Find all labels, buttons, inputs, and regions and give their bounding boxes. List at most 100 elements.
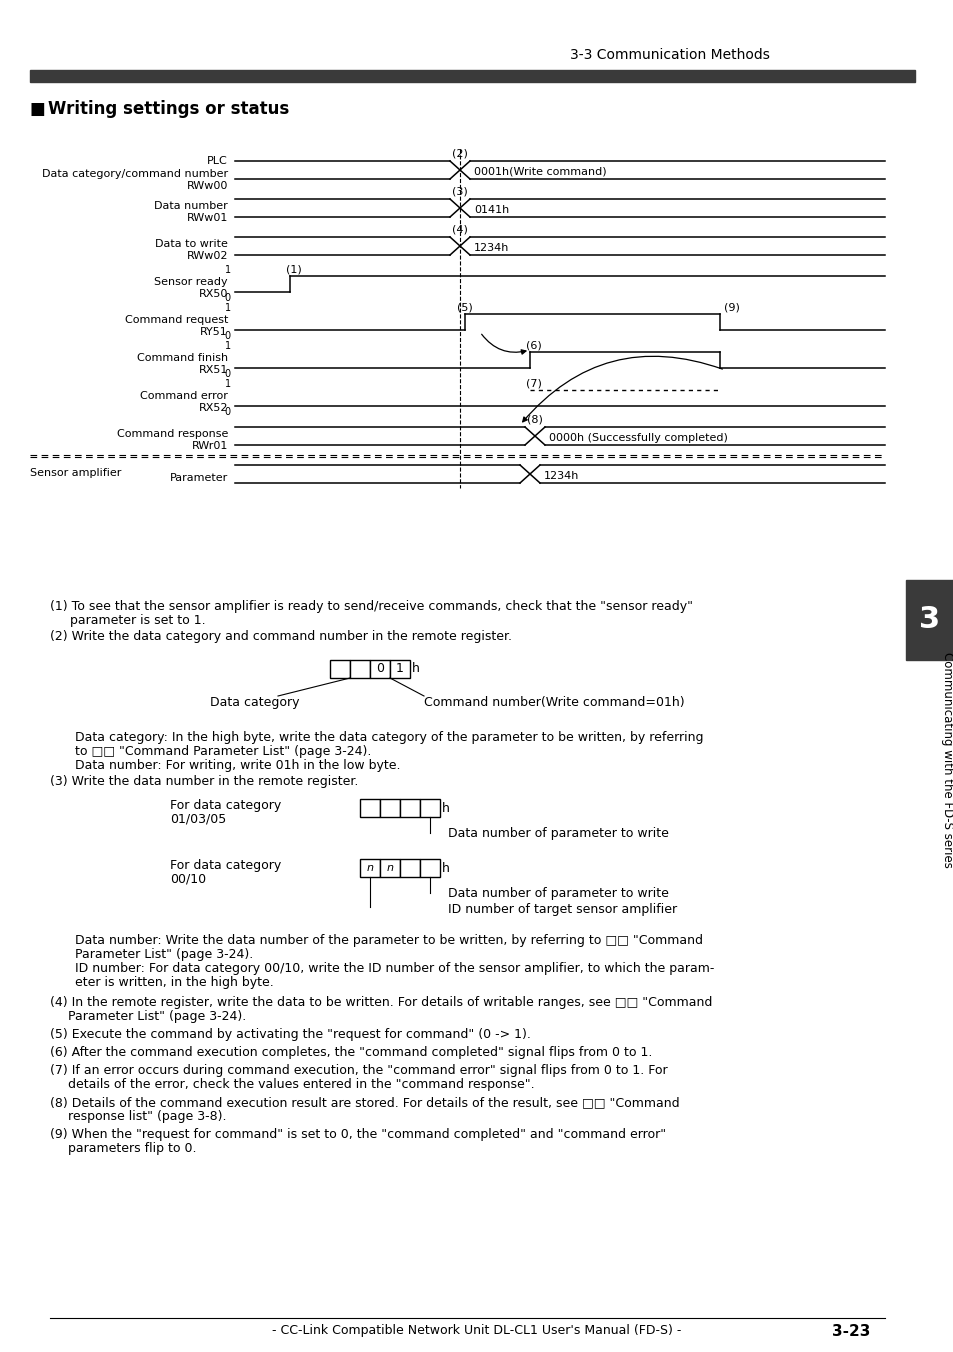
Text: RWr01: RWr01	[192, 441, 228, 452]
Text: Sensor ready: Sensor ready	[154, 277, 228, 287]
Text: RX51: RX51	[198, 365, 228, 375]
Text: response list" (page 3-8).: response list" (page 3-8).	[68, 1110, 226, 1124]
Bar	[399, 799, 419, 817]
Text: Parameter: Parameter	[170, 473, 228, 483]
Text: RX52: RX52	[198, 403, 228, 412]
Bar	[30, 70, 914, 82]
Text: 1: 1	[395, 662, 403, 676]
Text: 0: 0	[375, 662, 384, 676]
Text: Command request: Command request	[125, 315, 228, 324]
Text: Command response: Command response	[116, 429, 228, 439]
Text: ■: ■	[30, 100, 46, 118]
Text: (5) Execute the command by activating the "request for command" (0 -> 1).: (5) Execute the command by activating th…	[50, 1028, 530, 1041]
Text: 1: 1	[225, 303, 231, 314]
Text: (7): (7)	[525, 379, 541, 388]
Text: 1: 1	[225, 265, 231, 274]
Bar	[330, 660, 350, 677]
Text: 00/10: 00/10	[170, 873, 206, 886]
Text: Data category/command number: Data category/command number	[42, 169, 228, 178]
Text: Command number(Write command=01h): Command number(Write command=01h)	[423, 696, 684, 708]
Text: 1234h: 1234h	[474, 243, 509, 253]
Text: (4): (4)	[452, 224, 468, 235]
Text: 1234h: 1234h	[543, 470, 578, 481]
Text: h: h	[441, 861, 450, 875]
Text: 3-23: 3-23	[831, 1324, 869, 1338]
Text: (2): (2)	[452, 149, 468, 160]
Text: 0: 0	[225, 331, 231, 341]
Bar	[359, 799, 379, 817]
Text: (7) If an error occurs during command execution, the "command error" signal flip: (7) If an error occurs during command ex…	[50, 1064, 667, 1078]
Text: Data number: Write the data number of the parameter to be written, by referring : Data number: Write the data number of th…	[75, 934, 702, 946]
Text: (3): (3)	[452, 187, 467, 197]
Text: 3: 3	[919, 606, 940, 634]
Text: RWw01: RWw01	[187, 214, 228, 223]
Text: (9): (9)	[723, 301, 740, 312]
Text: Command finish: Command finish	[136, 353, 228, 362]
Text: Writing settings or status: Writing settings or status	[48, 100, 289, 118]
FancyArrowPatch shape	[522, 357, 721, 422]
Text: RX50: RX50	[198, 289, 228, 299]
Text: 0: 0	[225, 369, 231, 379]
Text: 1: 1	[225, 379, 231, 389]
Text: (8): (8)	[526, 415, 542, 425]
Text: RWw02: RWw02	[186, 251, 228, 261]
Bar	[379, 799, 399, 817]
Text: details of the error, check the values entered in the "command response".: details of the error, check the values e…	[68, 1078, 534, 1091]
Text: parameter is set to 1.: parameter is set to 1.	[50, 614, 206, 627]
Text: 0: 0	[225, 407, 231, 416]
Text: 3-3 Communication Methods: 3-3 Communication Methods	[569, 49, 769, 62]
Text: Data number: For writing, write 01h in the low byte.: Data number: For writing, write 01h in t…	[75, 758, 400, 772]
Text: Parameter List" (page 3-24).: Parameter List" (page 3-24).	[68, 1010, 246, 1023]
Text: h: h	[412, 662, 419, 676]
Bar	[370, 660, 390, 677]
Text: (6): (6)	[525, 339, 541, 350]
Text: ID number of target sensor amplifier: ID number of target sensor amplifier	[448, 903, 677, 917]
Text: n: n	[366, 863, 374, 873]
Bar	[379, 859, 399, 877]
Text: Command error: Command error	[140, 391, 228, 402]
Bar	[419, 799, 439, 817]
Text: Parameter List" (page 3-24).: Parameter List" (page 3-24).	[75, 948, 253, 961]
Text: For data category: For data category	[170, 859, 281, 872]
Text: n: n	[386, 863, 393, 873]
Bar	[390, 660, 410, 677]
Text: Data category: In the high byte, write the data category of the parameter to be : Data category: In the high byte, write t…	[75, 731, 702, 744]
Text: 0: 0	[225, 293, 231, 303]
Text: Sensor amplifier: Sensor amplifier	[30, 468, 121, 479]
Text: 1: 1	[225, 341, 231, 352]
Text: (2) Write the data category and command number in the remote register.: (2) Write the data category and command …	[50, 630, 512, 644]
Text: Data number of parameter to write: Data number of parameter to write	[448, 887, 668, 900]
Text: (1): (1)	[286, 264, 301, 274]
Bar	[350, 660, 370, 677]
Text: (9) When the "request for command" is set to 0, the "command completed" and "com: (9) When the "request for command" is se…	[50, 1128, 665, 1141]
Text: PLC: PLC	[207, 155, 228, 166]
Text: (4) In the remote register, write the data to be written. For details of writabl: (4) In the remote register, write the da…	[50, 996, 712, 1009]
Text: h: h	[441, 802, 450, 814]
Text: 0001h(Write command): 0001h(Write command)	[474, 168, 606, 177]
Text: Data category: Data category	[210, 696, 299, 708]
Text: (6) After the command execution completes, the "command completed" signal flips : (6) After the command execution complete…	[50, 1046, 652, 1059]
Text: - CC-Link Compatible Network Unit DL-CL1 User's Manual (FD-S) -: - CC-Link Compatible Network Unit DL-CL1…	[272, 1324, 681, 1337]
Bar	[419, 859, 439, 877]
Text: RWw00: RWw00	[187, 181, 228, 191]
Bar	[905, 580, 953, 660]
Text: (8) Details of the command execution result are stored. For details of the resul: (8) Details of the command execution res…	[50, 1096, 679, 1109]
Text: Communicating with the FD-S series: Communicating with the FD-S series	[941, 652, 953, 868]
FancyArrowPatch shape	[481, 334, 525, 354]
Text: to □□ "Command Parameter List" (page 3-24).: to □□ "Command Parameter List" (page 3-2…	[75, 745, 371, 758]
Text: 0000h (Successfully completed): 0000h (Successfully completed)	[548, 433, 727, 443]
Text: ID number: For data category 00/10, write the ID number of the sensor amplifier,: ID number: For data category 00/10, writ…	[75, 963, 714, 975]
Text: 0141h: 0141h	[474, 206, 509, 215]
Text: For data category: For data category	[170, 799, 281, 813]
Text: (5): (5)	[456, 301, 473, 312]
Text: Data to write: Data to write	[155, 239, 228, 249]
Text: eter is written, in the high byte.: eter is written, in the high byte.	[75, 976, 274, 990]
Text: (3) Write the data number in the remote register.: (3) Write the data number in the remote …	[50, 775, 358, 788]
Text: 01/03/05: 01/03/05	[170, 813, 226, 826]
Text: Data number of parameter to write: Data number of parameter to write	[448, 827, 668, 840]
Bar	[359, 859, 379, 877]
Text: RY51: RY51	[200, 327, 228, 337]
Text: parameters flip to 0.: parameters flip to 0.	[68, 1142, 196, 1155]
Bar	[399, 859, 419, 877]
Text: (1) To see that the sensor amplifier is ready to send/receive commands, check th: (1) To see that the sensor amplifier is …	[50, 600, 692, 612]
